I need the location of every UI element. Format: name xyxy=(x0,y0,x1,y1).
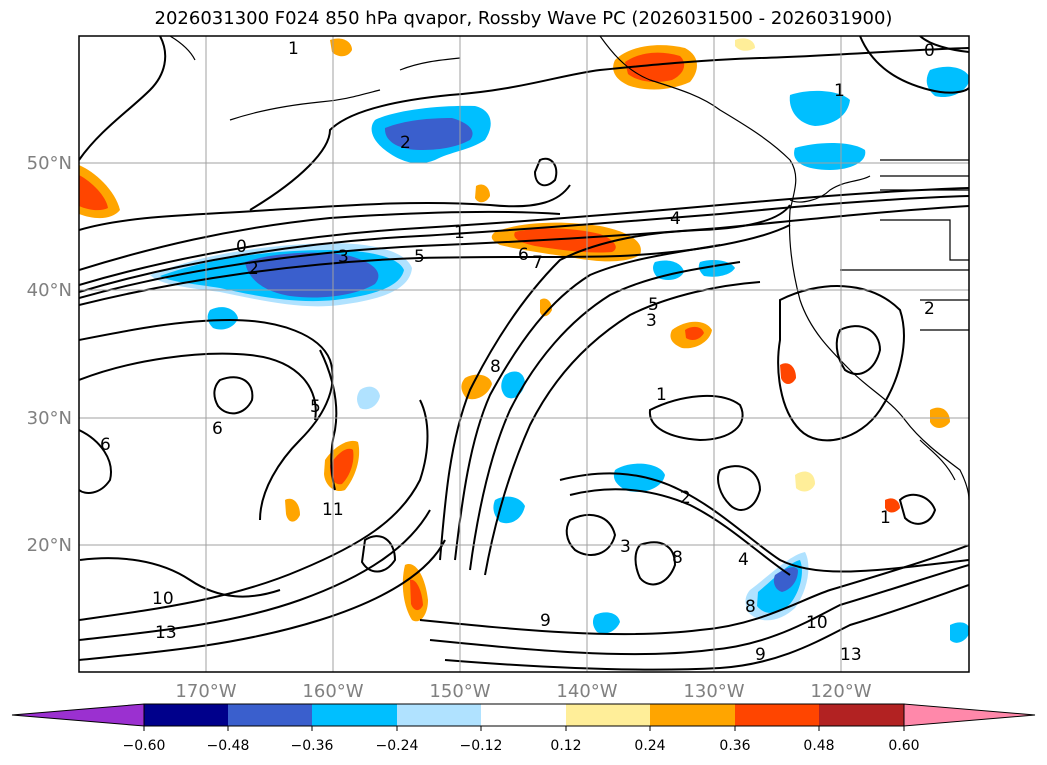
contour-label: 8 xyxy=(672,548,683,568)
lon-label-170w: 170°W xyxy=(175,681,236,702)
colorbar-bin xyxy=(566,704,650,726)
colorbar-tick-label: 0.60 xyxy=(888,738,919,754)
contour-label: 1 xyxy=(454,223,465,243)
contour-label: 10 xyxy=(806,613,828,633)
colorbar-bin xyxy=(144,704,228,726)
contour-label: 1 xyxy=(880,508,891,528)
contour-label: 2 xyxy=(680,488,691,508)
colorbar-tick-label: −0.36 xyxy=(291,738,334,754)
latitude-labels: 50°N 40°N 30°N 20°N xyxy=(27,153,72,556)
colorbar-tick-label: 0.12 xyxy=(550,738,581,754)
colorbar-bin xyxy=(228,704,312,726)
contour-label: 8 xyxy=(745,597,756,617)
colorbar-tick-label: 0.36 xyxy=(719,738,750,754)
contour-label: 2 xyxy=(924,299,935,319)
contour-label: 4 xyxy=(670,209,681,229)
contour-label: 2 xyxy=(400,133,411,153)
colorbar-tick-label: 0.24 xyxy=(634,738,665,754)
colorbar: −0.60 −0.48 −0.36 −0.24 −0.12 0.12 0.24 … xyxy=(11,703,1036,754)
colorbar-frame xyxy=(143,703,905,727)
contour-label: 13 xyxy=(155,623,177,643)
colorbar-bin xyxy=(312,704,397,726)
contour-label: 1 xyxy=(834,81,845,101)
colorbar-extend-left xyxy=(11,703,145,727)
contour-label: 5 xyxy=(310,397,321,417)
lon-label-140w: 140°W xyxy=(556,681,617,702)
contour-labels: 0 1 2 3 4 5 6 7 8 9 10 11 13 1 2 3 5 6 8… xyxy=(100,39,935,665)
colorbar-extend-right xyxy=(903,703,1036,727)
colorbar-tick-label: −0.24 xyxy=(376,738,419,754)
contour-label: 3 xyxy=(338,247,349,267)
lon-label-160w: 160°W xyxy=(302,681,363,702)
lat-label-30n: 30°N xyxy=(27,408,72,429)
lon-label-130w: 130°W xyxy=(683,681,744,702)
graticule xyxy=(79,36,969,672)
colorbar-tick-label: −0.60 xyxy=(123,738,166,754)
colorbar-tick-label: 0.48 xyxy=(803,738,834,754)
contour-label: 2 xyxy=(248,259,259,279)
colorbar-tick-label: −0.48 xyxy=(207,738,250,754)
contour-label: 6 xyxy=(518,245,529,265)
map-title: 2026031300 F024 850 hPa qvapor, Rossby W… xyxy=(154,8,893,29)
contour-label: 0 xyxy=(924,41,935,61)
contour-label: 11 xyxy=(322,500,344,520)
lat-label-50n: 50°N xyxy=(27,153,72,174)
contour-label: 10 xyxy=(152,589,174,609)
colorbar-bin xyxy=(819,704,904,726)
contour-label: 6 xyxy=(212,419,223,439)
contour-label: 3 xyxy=(620,537,631,557)
colorbar-bin xyxy=(650,704,735,726)
contour-label: 3 xyxy=(646,311,657,331)
coastlines xyxy=(169,36,969,501)
contour-label: 1 xyxy=(288,39,299,59)
contour-label: 6 xyxy=(100,435,111,455)
colorbar-bin xyxy=(735,704,819,726)
contour-label: 5 xyxy=(414,247,425,267)
colorbar-bin xyxy=(481,704,566,726)
contour-label: 4 xyxy=(738,550,749,570)
contour-label: 7 xyxy=(532,253,543,273)
colorbar-bin xyxy=(397,704,481,726)
longitude-labels: 170°W 160°W 150°W 140°W 130°W 120°W xyxy=(175,681,871,702)
contour-label: 13 xyxy=(840,645,862,665)
contour-lines xyxy=(79,36,969,671)
contour-label: 9 xyxy=(755,645,766,665)
lat-label-40n: 40°N xyxy=(27,280,72,301)
contour-label: 5 xyxy=(648,295,659,315)
contour-label: 1 xyxy=(656,385,667,405)
lon-label-120w: 120°W xyxy=(810,681,871,702)
contour-label: 9 xyxy=(540,611,551,631)
map-panel: 0 1 2 3 4 5 6 7 8 9 10 11 13 1 2 3 5 6 8… xyxy=(79,36,969,672)
colorbar-tick-label: −0.12 xyxy=(460,738,503,754)
lon-label-150w: 150°W xyxy=(429,681,490,702)
lat-label-20n: 20°N xyxy=(27,535,72,556)
map-frame xyxy=(78,35,970,673)
contour-label: 0 xyxy=(236,237,247,257)
contour-label: 8 xyxy=(490,357,501,377)
